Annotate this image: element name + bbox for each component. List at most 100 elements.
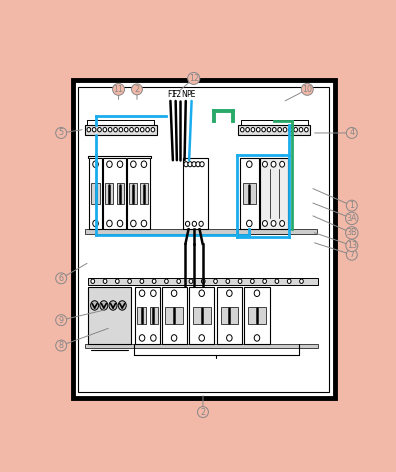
- Circle shape: [107, 161, 112, 168]
- Circle shape: [294, 127, 297, 132]
- Bar: [150, 307, 158, 324]
- Circle shape: [199, 290, 204, 296]
- Text: 12: 12: [188, 74, 199, 83]
- Circle shape: [227, 335, 232, 341]
- Circle shape: [192, 162, 196, 167]
- Circle shape: [140, 279, 144, 283]
- Text: 13: 13: [347, 241, 357, 250]
- Bar: [116, 183, 124, 204]
- Bar: [165, 307, 183, 324]
- Bar: [135, 287, 160, 344]
- Text: PE: PE: [187, 90, 196, 99]
- Bar: [243, 183, 256, 204]
- Circle shape: [189, 279, 193, 283]
- Circle shape: [226, 279, 230, 283]
- Circle shape: [263, 161, 267, 167]
- Circle shape: [238, 279, 242, 283]
- Circle shape: [275, 279, 279, 283]
- Circle shape: [131, 161, 136, 168]
- Bar: [103, 159, 126, 229]
- Text: 11: 11: [114, 85, 124, 94]
- Circle shape: [200, 162, 204, 167]
- Circle shape: [271, 220, 276, 227]
- Circle shape: [98, 127, 101, 132]
- Text: 8: 8: [59, 341, 64, 350]
- Circle shape: [92, 127, 96, 132]
- Circle shape: [119, 127, 123, 132]
- Circle shape: [214, 279, 217, 283]
- Circle shape: [118, 301, 126, 310]
- Circle shape: [103, 279, 107, 283]
- Bar: [127, 159, 150, 229]
- Circle shape: [139, 335, 145, 341]
- Circle shape: [188, 162, 192, 167]
- Circle shape: [150, 335, 156, 341]
- Circle shape: [117, 220, 123, 227]
- Text: 7: 7: [349, 250, 354, 259]
- Circle shape: [247, 220, 252, 227]
- Circle shape: [247, 161, 252, 168]
- Text: 1: 1: [349, 201, 354, 210]
- Text: 5: 5: [59, 128, 64, 137]
- Circle shape: [103, 127, 107, 132]
- Circle shape: [254, 290, 260, 296]
- Text: 9: 9: [59, 316, 64, 325]
- Circle shape: [227, 290, 232, 296]
- Circle shape: [263, 279, 267, 283]
- Circle shape: [267, 127, 271, 132]
- Circle shape: [299, 127, 303, 132]
- Bar: [141, 183, 148, 204]
- Circle shape: [305, 127, 308, 132]
- Bar: [193, 307, 211, 324]
- Circle shape: [199, 221, 203, 227]
- Text: 4: 4: [349, 128, 354, 137]
- Circle shape: [262, 127, 265, 132]
- Bar: [88, 287, 131, 344]
- Bar: [238, 229, 289, 234]
- Circle shape: [130, 127, 133, 132]
- Circle shape: [240, 127, 244, 132]
- Circle shape: [272, 127, 276, 132]
- Bar: [105, 183, 113, 204]
- Circle shape: [152, 279, 156, 283]
- Circle shape: [109, 127, 112, 132]
- Circle shape: [141, 127, 144, 132]
- Circle shape: [93, 161, 98, 168]
- Circle shape: [289, 127, 292, 132]
- Circle shape: [199, 335, 204, 341]
- Circle shape: [184, 162, 188, 167]
- Circle shape: [146, 127, 149, 132]
- Bar: [88, 278, 318, 285]
- Circle shape: [251, 127, 255, 132]
- Circle shape: [271, 161, 276, 167]
- Circle shape: [287, 279, 291, 283]
- Circle shape: [114, 127, 117, 132]
- Circle shape: [107, 220, 112, 227]
- Circle shape: [280, 161, 285, 167]
- Circle shape: [257, 127, 260, 132]
- Text: N: N: [181, 90, 187, 99]
- Bar: [162, 287, 187, 344]
- Bar: [72, 80, 335, 398]
- Bar: [260, 159, 288, 229]
- Text: 3B: 3B: [346, 228, 357, 237]
- Circle shape: [254, 335, 260, 341]
- Circle shape: [246, 127, 249, 132]
- Circle shape: [171, 290, 177, 296]
- Bar: [89, 159, 102, 229]
- Bar: [244, 287, 270, 344]
- Circle shape: [141, 161, 147, 168]
- Text: 10: 10: [302, 85, 312, 94]
- Circle shape: [196, 162, 200, 167]
- Circle shape: [139, 290, 145, 296]
- Bar: [137, 307, 146, 324]
- Circle shape: [177, 279, 181, 283]
- Text: F2: F2: [172, 90, 181, 99]
- Circle shape: [283, 127, 287, 132]
- Bar: [85, 125, 157, 135]
- Circle shape: [100, 301, 108, 310]
- Bar: [238, 125, 310, 135]
- Circle shape: [278, 127, 282, 132]
- Circle shape: [165, 279, 168, 283]
- Circle shape: [202, 279, 205, 283]
